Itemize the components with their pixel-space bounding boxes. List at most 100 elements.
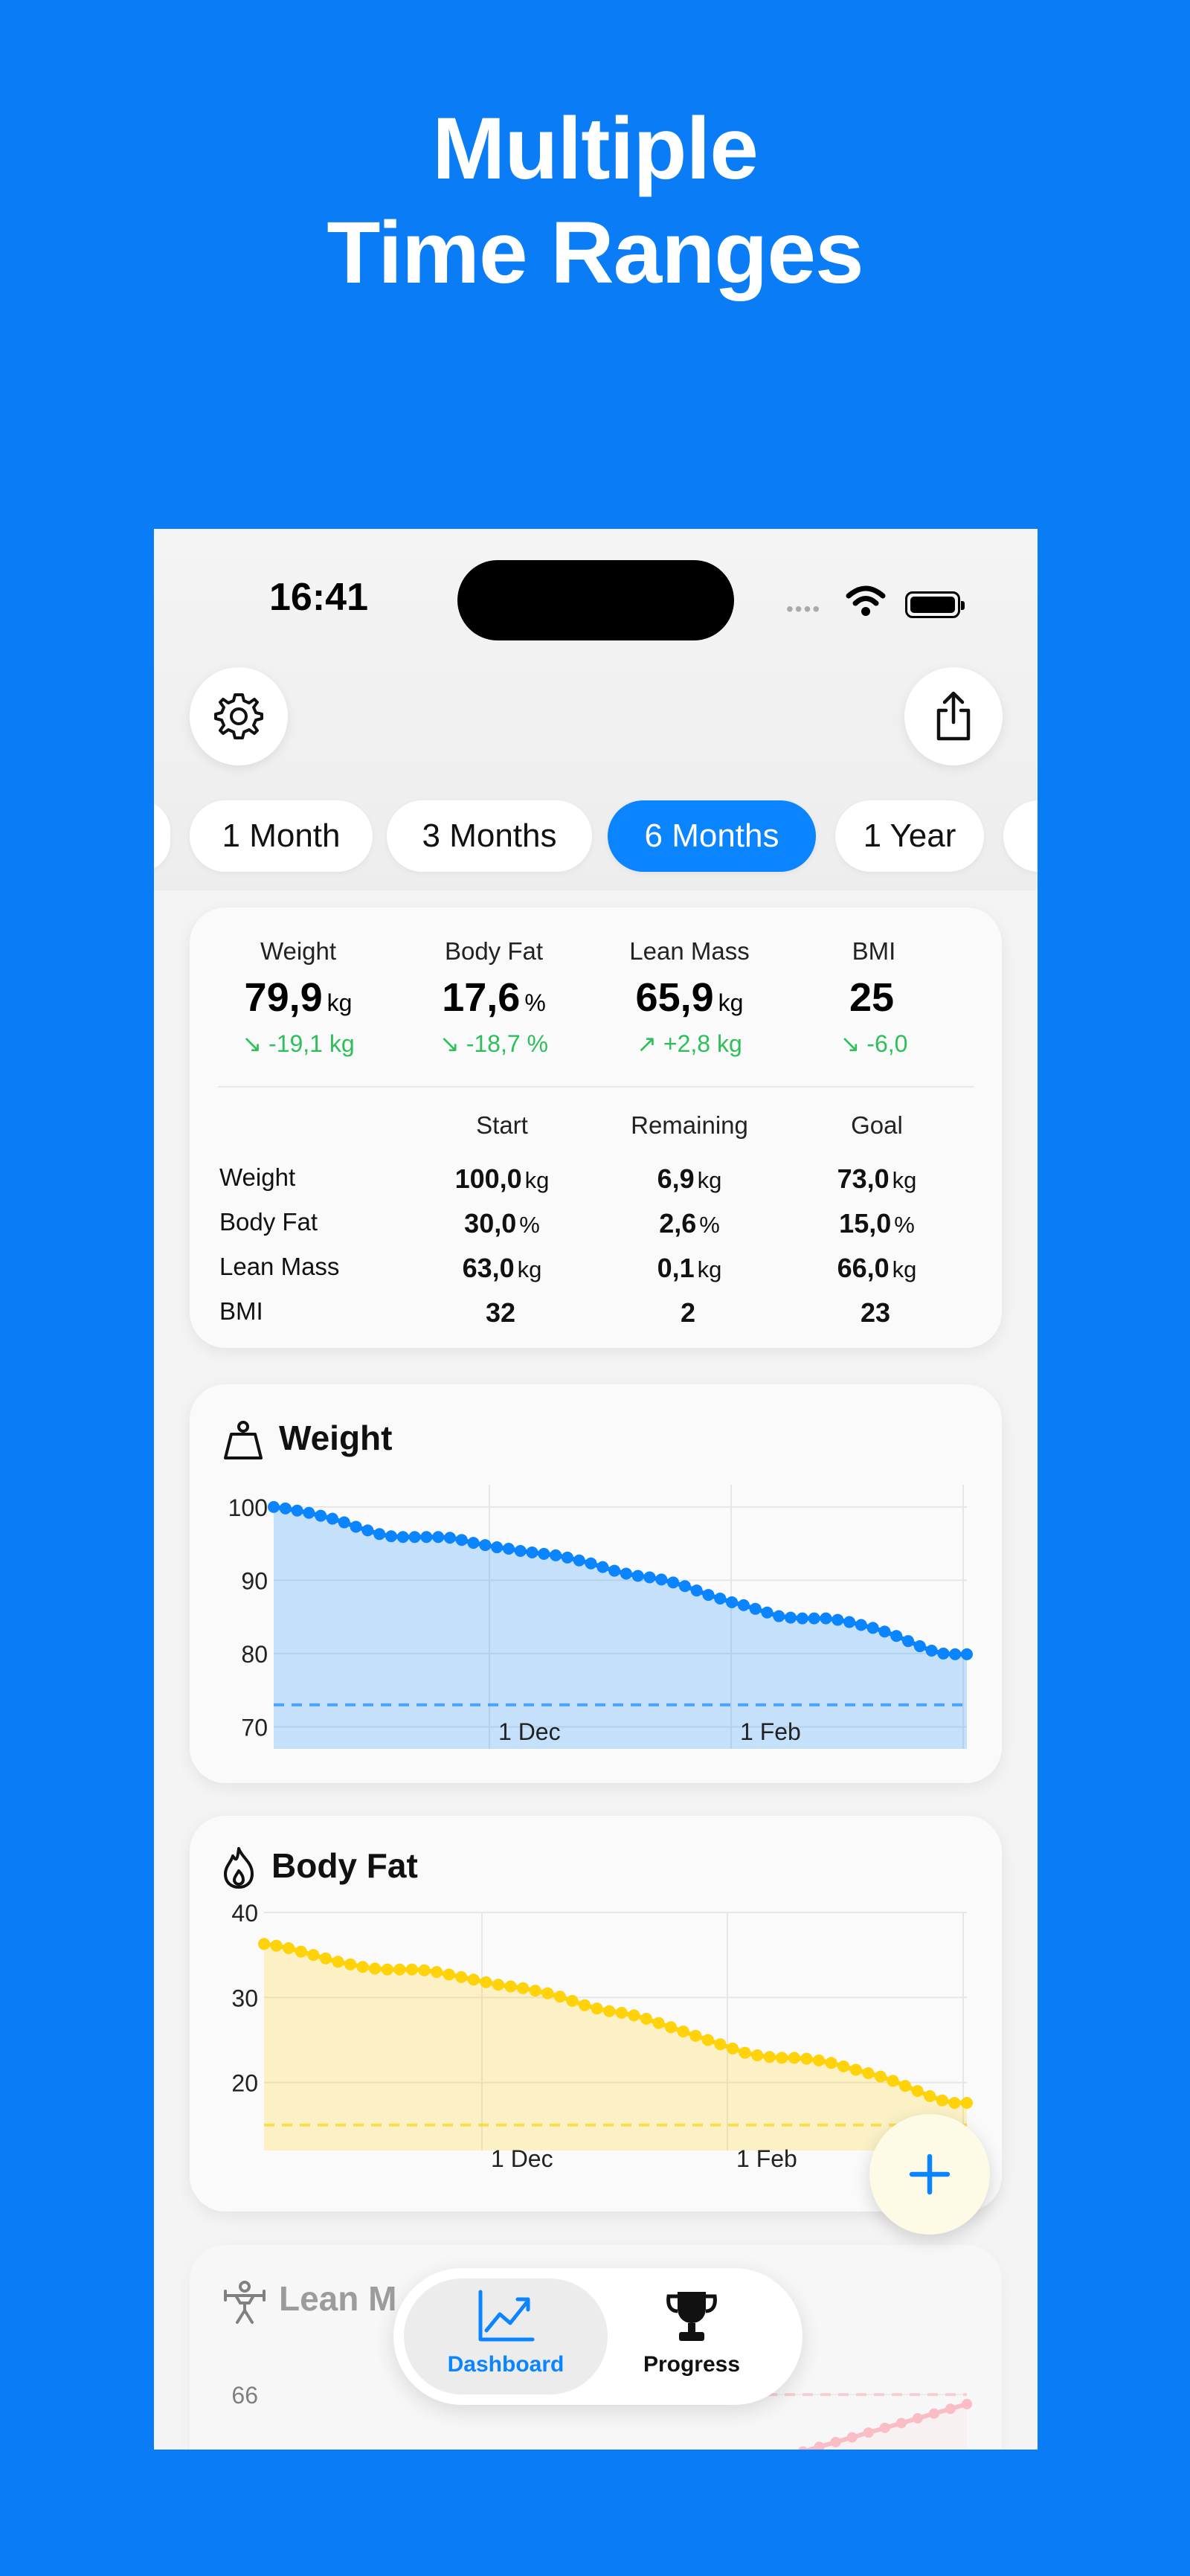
range-pill-partial-left[interactable] — [154, 800, 170, 872]
data-point — [315, 1509, 327, 1522]
body-fat-chart-card[interactable]: Body Fat 40 30 20 1 Dec 1 Feb — [190, 1816, 1002, 2212]
row-label: Lean Mass — [219, 1253, 340, 1280]
row-label: Body Fat — [219, 1208, 318, 1236]
data-point — [628, 2009, 640, 2022]
y-tick-label: 30 — [231, 1985, 258, 2011]
data-point — [381, 1963, 393, 1976]
metric-value: 65,9 — [635, 975, 714, 1020]
range-pill-partial-right[interactable] — [1003, 800, 1038, 872]
weight-chart-card[interactable]: Weight 100 90 80 70 1 Dec 1 Feb — [190, 1384, 1002, 1783]
data-point — [295, 1945, 307, 1958]
data-point — [788, 2052, 800, 2064]
range-6-months[interactable]: 6 Months — [608, 800, 816, 872]
data-point — [961, 1648, 973, 1660]
data-point — [887, 2075, 899, 2087]
divider — [218, 1086, 974, 1088]
data-point — [361, 1524, 374, 1537]
metric-label: Body Fat — [444, 937, 544, 965]
data-point — [431, 1966, 443, 1978]
data-point — [899, 2080, 912, 2092]
data-point — [396, 1531, 409, 1544]
share-button[interactable] — [904, 667, 1003, 765]
column-remaining: Remaining — [631, 1111, 748, 1139]
add-entry-button[interactable] — [869, 2114, 990, 2235]
start-value: 63,0 — [462, 1253, 515, 1283]
data-point — [258, 1938, 270, 1950]
data-point — [727, 2042, 739, 2055]
metric-change: ↗ +2,8 kg — [637, 1030, 742, 1057]
series-line — [263, 1941, 967, 2105]
data-point — [820, 1612, 832, 1625]
range-1-year[interactable]: 1 Year — [835, 800, 984, 872]
x-tick-label: 1 Feb — [736, 2145, 797, 2172]
data-point — [665, 2021, 678, 2034]
metric-label: BMI — [852, 937, 896, 965]
data-point — [961, 2097, 973, 2109]
tab-progress[interactable]: Progress — [599, 2289, 785, 2377]
metric-label: Lean Mass — [629, 937, 750, 965]
y-tick-label: 40 — [231, 1900, 258, 1927]
data-point — [526, 1546, 538, 1558]
data-point — [937, 1647, 950, 1660]
data-point — [825, 2057, 837, 2069]
settings-button[interactable] — [190, 667, 288, 765]
range-3-months[interactable]: 3 Months — [387, 800, 592, 872]
goal-row-lean-mass: Lean Mass 63,0 kg 0,1 kg 66,0 kg — [190, 1253, 1002, 1297]
tab-dashboard[interactable]: Dashboard — [413, 2289, 599, 2377]
data-point — [948, 2097, 961, 2109]
data-point — [603, 2005, 616, 2017]
data-point — [832, 1613, 844, 1626]
range-1-month[interactable]: 1 Month — [190, 800, 373, 872]
tab-selection-indicator — [404, 2278, 608, 2394]
metric-unit: % — [524, 989, 546, 1016]
tab-label: Dashboard — [447, 2352, 565, 2377]
metric-change: ↘ -6,0 — [840, 1030, 908, 1057]
data-point — [303, 1506, 315, 1519]
data-point — [846, 2432, 858, 2443]
goal-row-body-fat: Body Fat 30,0% 2,6% 15,0% — [190, 1208, 1002, 1253]
remaining-unit: kg — [697, 1167, 722, 1193]
data-point — [855, 1619, 867, 1631]
start-unit: kg — [524, 1167, 550, 1193]
headline-line-2: Time Ranges — [327, 204, 863, 302]
data-point — [911, 2085, 924, 2097]
data-point — [862, 2067, 875, 2079]
x-tick-label: 1 Dec — [498, 1718, 561, 1745]
data-point — [776, 2052, 788, 2064]
data-point — [338, 1516, 350, 1529]
metric-change: ↘ -19,1 kg — [242, 1030, 355, 1057]
data-point — [480, 1976, 492, 1988]
goal-unit: kg — [892, 1167, 917, 1193]
data-point — [643, 1571, 656, 1584]
chart-title: Body Fat — [271, 1846, 418, 1885]
series-line — [802, 2402, 968, 2450]
data-point — [843, 1616, 856, 1628]
data-point — [702, 1589, 715, 1602]
data-point — [652, 2017, 665, 2029]
headline: Multiple Time Ranges — [0, 97, 1190, 305]
x-tick-label: 1 Dec — [491, 2145, 553, 2172]
data-point — [573, 1554, 585, 1567]
data-point — [491, 1541, 504, 1554]
data-point — [350, 1520, 362, 1533]
chart-icon — [478, 2290, 535, 2342]
y-tick-label: 20 — [231, 2070, 258, 2097]
remaining-value: 2,6 — [659, 1208, 697, 1239]
metric-value: 17,6 — [442, 975, 521, 1020]
share-icon — [936, 691, 971, 741]
metric-value: 25 — [849, 975, 895, 1020]
data-point — [739, 2046, 751, 2059]
summary-card: Weight 79,9 kg ↘ -19,1 kg Body Fat 17,6% … — [190, 908, 1002, 1348]
y-tick-label: 66 — [231, 2382, 258, 2409]
data-point — [678, 1580, 691, 1593]
range-label: 1 Month — [222, 818, 341, 854]
remaining-unit: kg — [697, 1256, 722, 1282]
data-point — [467, 1973, 480, 1986]
start-unit: % — [519, 1212, 540, 1238]
remaining-value: 0,1 — [657, 1253, 695, 1283]
data-point — [608, 1564, 621, 1577]
scale-icon — [224, 1421, 263, 1459]
data-point — [418, 1964, 431, 1976]
data-point — [808, 1612, 820, 1625]
y-tick-label: 90 — [241, 1567, 268, 1594]
